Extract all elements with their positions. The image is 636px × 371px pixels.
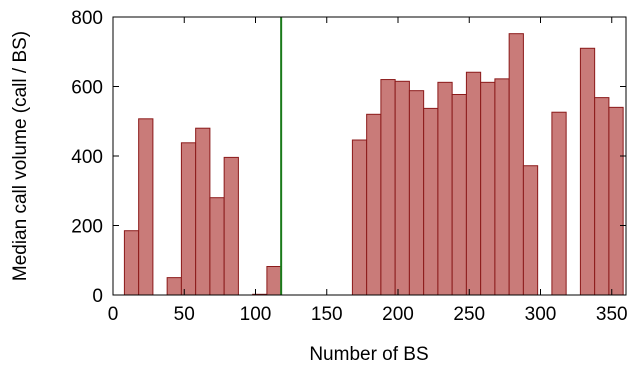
x-tick-label-0: 0 [108,304,119,325]
y-tick-label-200: 200 [71,217,103,238]
bar-12 [394,80,410,296]
bar-23 [579,47,596,296]
x-ticks-group: 0 50 100 150 200 250 300 350 [108,17,628,325]
bar-8 [266,266,282,296]
bar-21 [522,165,539,296]
y-tick-label-0: 0 [92,286,103,307]
bar-13 [408,90,425,296]
x-tick-label-100: 100 [240,304,272,325]
bar-16 [451,93,467,296]
y-tick-label-400: 400 [71,147,103,168]
bar-11 [380,79,396,296]
bar-25 [608,106,624,296]
y-tick-label-600: 600 [71,78,103,99]
bar-19 [494,78,510,296]
bar-24 [594,97,610,296]
y-ticks-group: 0 200 400 600 800 [71,8,626,307]
bar-6 [223,156,239,296]
bar-1 [138,118,154,296]
bar-5 [209,197,225,296]
bar-0 [123,230,140,296]
bar-4 [195,127,211,296]
y-tick-label-800: 800 [71,8,103,29]
bar-20 [508,33,524,296]
x-tick-label-250: 250 [453,304,485,325]
bar-10 [366,113,382,296]
bars-group [123,33,624,296]
x-tick-label-150: 150 [311,304,343,325]
bar-14 [423,107,439,296]
bar-9 [351,139,368,296]
bar-3 [180,142,197,296]
bar-22 [551,111,567,296]
x-tick-label-200: 200 [382,304,414,325]
x-tick-label-300: 300 [525,304,557,325]
x-tick-label-50: 50 [174,304,195,325]
bar-18 [480,81,496,296]
bar-15 [437,81,453,296]
bar-17 [465,71,482,296]
y-axis-label: Median call volume (call / BS) [10,31,31,281]
x-axis-label: Number of BS [309,344,428,365]
x-tick-label-350: 350 [596,304,628,325]
bar-2 [166,277,182,296]
